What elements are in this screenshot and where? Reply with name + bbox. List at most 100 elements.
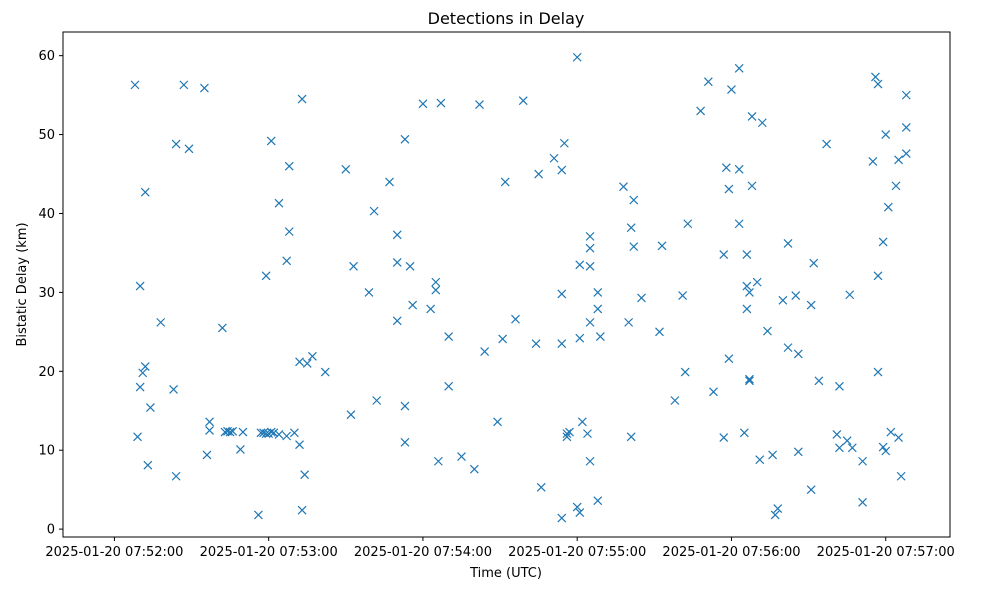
data-point (757, 118, 767, 128)
data-point (822, 139, 832, 149)
data-point (721, 163, 731, 173)
data-point (431, 277, 441, 287)
data-point (549, 153, 559, 163)
data-point (418, 99, 428, 109)
data-point (297, 505, 307, 515)
data-point (261, 271, 271, 281)
data-point (878, 237, 888, 247)
data-point (868, 156, 878, 166)
data-point (140, 362, 150, 371)
data-point (742, 250, 752, 259)
data-point (858, 456, 868, 466)
data-point (518, 96, 528, 106)
data-point (364, 287, 374, 297)
x-tick-label: 2025-01-20 07:52:00 (45, 545, 183, 560)
data-point (724, 184, 734, 194)
data-point (475, 100, 484, 110)
data-point (500, 177, 510, 187)
data-point (436, 98, 446, 108)
data-point (734, 219, 744, 229)
data-point (783, 343, 793, 353)
data-point (205, 417, 214, 427)
data-point (847, 443, 857, 453)
data-point (755, 455, 765, 465)
data-point (886, 427, 896, 437)
data-point (130, 80, 140, 90)
data-point (791, 291, 801, 300)
data-point (205, 426, 214, 435)
data-point (171, 471, 181, 481)
data-point (809, 258, 819, 268)
y-axis-label: Bistatic Delay (km) (15, 222, 30, 346)
data-point (739, 428, 749, 438)
data-point (511, 314, 520, 324)
data-point (572, 502, 582, 512)
data-point (426, 304, 436, 314)
data-point (493, 417, 502, 427)
y-tick-label: 30 (38, 286, 55, 301)
data-point (626, 432, 636, 442)
data-point (585, 231, 595, 241)
data-point (498, 334, 508, 344)
data-point (557, 513, 567, 523)
data-point (745, 374, 754, 384)
data-point (593, 304, 603, 314)
plot-frame (62, 31, 951, 538)
data-point (217, 323, 227, 333)
data-point (629, 242, 639, 252)
data-point (595, 332, 605, 342)
data-point (763, 326, 772, 336)
data-point (405, 261, 415, 271)
data-point (747, 112, 757, 121)
data-point (585, 243, 595, 253)
data-point (624, 317, 634, 327)
data-point (845, 290, 855, 300)
x-tick-label: 2025-01-20 07:57:00 (817, 545, 955, 560)
data-point (289, 428, 299, 438)
x-tick-label: 2025-01-20 07:56:00 (662, 545, 800, 560)
data-point (703, 77, 713, 87)
y-tick-label: 0 (47, 523, 55, 538)
data-point (575, 333, 585, 343)
data-point (199, 83, 209, 93)
data-point (655, 327, 664, 337)
data-point (202, 450, 212, 460)
data-point (282, 431, 292, 441)
data-point (901, 149, 911, 158)
data-point (297, 94, 307, 104)
data-point (565, 427, 574, 437)
data-point (626, 223, 636, 233)
x-tick-label: 2025-01-20 07:54:00 (354, 545, 492, 560)
x-tick-label: 2025-01-20 07:55:00 (508, 545, 646, 560)
data-point (883, 202, 893, 212)
data-point (593, 496, 603, 506)
data-point (678, 291, 688, 300)
data-point (901, 123, 911, 132)
data-point (683, 219, 693, 229)
y-tick-label: 20 (38, 365, 55, 380)
data-point (891, 181, 901, 191)
data-point (783, 239, 793, 248)
data-point (457, 452, 466, 461)
data-point (742, 281, 752, 291)
data-point (431, 285, 441, 295)
data-point (469, 464, 479, 474)
data-point (372, 396, 382, 405)
data-point (745, 376, 754, 386)
data-point (742, 304, 752, 314)
data-point (480, 347, 490, 356)
data-point (261, 429, 271, 439)
y-tick-label: 40 (38, 207, 55, 222)
data-point (680, 367, 690, 377)
data-point (719, 250, 729, 259)
x-tick-label: 2025-01-20 07:53:00 (200, 545, 338, 560)
data-point (238, 427, 248, 437)
data-point (696, 106, 706, 116)
y-tick-label: 50 (38, 128, 55, 143)
data-point (295, 440, 304, 450)
data-point (341, 164, 351, 174)
data-point (557, 289, 567, 299)
data-point (557, 165, 567, 175)
data-point (871, 72, 880, 82)
